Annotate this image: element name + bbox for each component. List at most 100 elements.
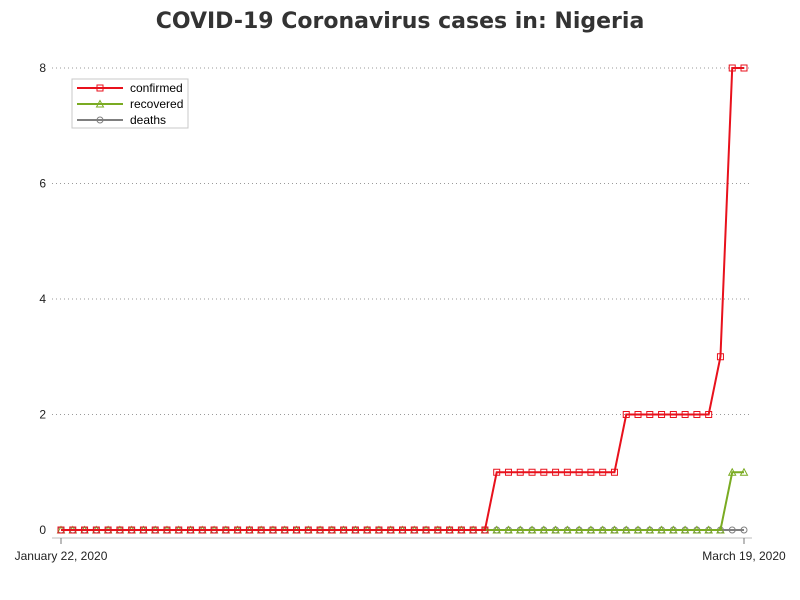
data-point-confirmed — [234, 526, 242, 534]
data-point-confirmed — [552, 468, 560, 476]
y-tick-label: 8 — [39, 61, 46, 75]
data-point-confirmed — [328, 526, 336, 534]
data-point-recovered — [574, 525, 584, 534]
data-point-confirmed — [493, 468, 501, 476]
data-point-recovered — [657, 525, 666, 534]
data-point-confirmed — [693, 411, 701, 418]
data-point-confirmed — [269, 526, 277, 534]
data-point-confirmed — [634, 411, 642, 418]
data-point-confirmed — [728, 64, 736, 72]
data-point-confirmed — [257, 526, 265, 534]
data-point-confirmed — [410, 526, 418, 534]
data-point-confirmed — [116, 526, 124, 534]
data-point-confirmed — [104, 526, 112, 534]
data-point-recovered — [504, 525, 513, 534]
chart-title: COVID-19 Coronavirus cases in: Nigeria — [155, 9, 645, 34]
data-point-deaths — [728, 526, 736, 534]
data-point-confirmed — [351, 526, 359, 534]
data-point-confirmed — [504, 468, 512, 476]
data-point-confirmed — [599, 468, 607, 476]
data-point-recovered — [586, 525, 596, 534]
data-point-confirmed — [245, 526, 253, 534]
data-point-recovered — [633, 525, 643, 534]
series-line-confirmed — [61, 67, 744, 531]
data-point-confirmed — [528, 468, 536, 476]
data-point-confirmed — [363, 526, 371, 534]
data-point-confirmed — [281, 526, 289, 534]
data-point-recovered — [680, 525, 690, 534]
legend-label-deaths: deaths — [130, 113, 166, 127]
legend-marker-recovered — [95, 99, 105, 108]
data-point-recovered — [621, 525, 631, 534]
data-point-recovered — [692, 525, 702, 534]
data-point-confirmed — [457, 526, 465, 534]
x-tick-label: January 22, 2020 — [15, 549, 108, 563]
data-point-confirmed — [563, 468, 571, 476]
series-line-recovered — [61, 471, 744, 531]
data-point-confirmed — [658, 411, 666, 418]
data-point-confirmed — [304, 526, 312, 534]
data-point-confirmed — [610, 468, 618, 476]
data-point-confirmed — [587, 468, 595, 476]
data-point-recovered — [739, 467, 749, 476]
data-point-recovered — [727, 467, 737, 476]
data-point-recovered — [527, 525, 537, 534]
data-point-confirmed — [128, 526, 136, 534]
data-point-confirmed — [399, 526, 406, 534]
data-point-recovered — [515, 525, 525, 534]
y-tick-label: 4 — [39, 292, 46, 306]
data-point-confirmed — [434, 526, 442, 534]
data-point-confirmed — [516, 468, 524, 476]
data-point-confirmed — [740, 64, 748, 72]
data-point-confirmed — [646, 411, 654, 418]
data-point-confirmed — [575, 468, 583, 476]
legend-label-recovered: recovered — [130, 97, 183, 111]
data-point-confirmed — [293, 526, 301, 534]
data-point-confirmed — [622, 411, 630, 418]
data-point-confirmed — [163, 526, 171, 534]
data-point-confirmed — [210, 526, 218, 534]
data-point-confirmed — [446, 526, 454, 534]
data-point-confirmed — [187, 526, 195, 534]
data-point-recovered — [669, 525, 678, 534]
legend-marker-deaths — [96, 116, 104, 124]
data-point-confirmed — [175, 526, 183, 534]
data-point-confirmed — [540, 468, 548, 476]
legend-label-confirmed: confirmed — [130, 81, 183, 95]
data-point-recovered — [645, 525, 655, 534]
legend-marker-confirmed — [96, 84, 104, 92]
y-tick-label: 0 — [39, 523, 46, 537]
data-point-confirmed — [340, 526, 348, 534]
data-point-confirmed — [139, 526, 147, 534]
data-point-recovered — [704, 525, 714, 534]
data-point-confirmed — [469, 526, 477, 534]
data-point-recovered — [716, 525, 725, 534]
data-point-recovered — [610, 525, 619, 534]
data-point-confirmed — [92, 526, 100, 534]
data-point-confirmed — [151, 526, 159, 534]
y-tick-label: 2 — [39, 408, 46, 422]
data-point-recovered — [539, 525, 549, 534]
data-point-confirmed — [422, 526, 430, 534]
data-point-confirmed — [481, 526, 489, 534]
data-point-confirmed — [681, 411, 689, 418]
y-tick-label: 6 — [39, 177, 46, 191]
data-point-confirmed — [716, 353, 724, 361]
data-point-confirmed — [316, 526, 324, 534]
data-point-confirmed — [81, 526, 89, 534]
data-point-confirmed — [669, 411, 677, 418]
data-point-confirmed — [375, 526, 383, 534]
data-point-confirmed — [705, 411, 713, 418]
data-point-recovered — [551, 525, 560, 534]
data-point-recovered — [492, 525, 502, 534]
data-point-deaths — [740, 526, 748, 534]
x-tick-label: March 19, 2020 — [702, 549, 786, 563]
data-point-confirmed — [387, 526, 395, 534]
data-point-confirmed — [57, 526, 65, 534]
data-point-confirmed — [198, 526, 206, 534]
data-point-recovered — [563, 525, 572, 534]
data-point-confirmed — [69, 526, 77, 534]
data-point-recovered — [598, 525, 608, 534]
